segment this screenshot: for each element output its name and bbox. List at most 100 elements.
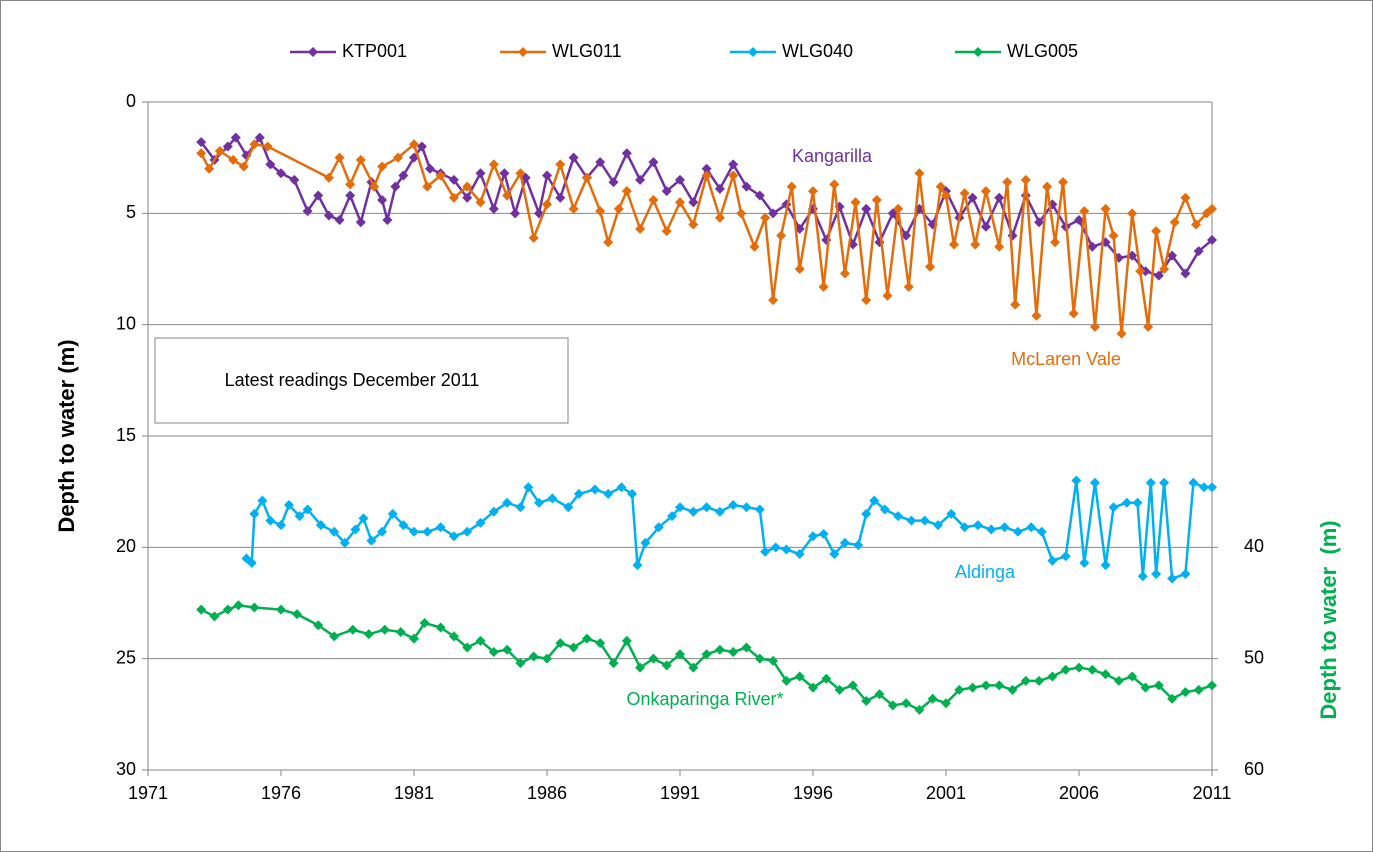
- y-tick-label: 25: [116, 647, 136, 667]
- point-marker: [808, 531, 818, 542]
- point-marker: [887, 700, 898, 711]
- point-marker: [323, 210, 334, 221]
- point-marker: [1193, 246, 1204, 257]
- y-tick-label: 0: [126, 91, 136, 111]
- point-marker: [366, 535, 377, 546]
- point-marker: [377, 161, 388, 172]
- point-marker: [818, 528, 829, 539]
- point-marker: [829, 549, 840, 560]
- point-marker: [972, 520, 983, 531]
- point-marker: [369, 181, 380, 192]
- point-marker: [515, 168, 526, 179]
- point-marker: [595, 638, 606, 649]
- point-marker: [980, 186, 991, 197]
- point-marker: [1193, 684, 1204, 695]
- point-marker: [347, 624, 358, 635]
- point-marker: [515, 502, 526, 513]
- point-marker: [515, 658, 526, 669]
- point-marker: [1159, 264, 1170, 274]
- point-marker: [613, 203, 624, 214]
- point-marker: [345, 179, 356, 190]
- point-marker: [1167, 573, 1178, 584]
- annotation: Kangarilla: [792, 146, 873, 166]
- point-marker: [1068, 308, 1079, 319]
- point-marker: [714, 212, 725, 223]
- point-marker: [409, 526, 419, 537]
- point-marker: [547, 493, 558, 504]
- point-marker: [1034, 675, 1045, 686]
- point-marker: [228, 154, 239, 165]
- point-marker: [959, 188, 970, 199]
- point-marker: [1108, 502, 1119, 513]
- point-marker: [398, 170, 409, 181]
- point-marker: [350, 524, 361, 535]
- point-marker: [839, 537, 850, 548]
- point-marker: [661, 226, 672, 237]
- point-marker: [209, 611, 220, 622]
- y2-tick-label: 60: [1244, 759, 1264, 779]
- point-marker: [1121, 497, 1132, 508]
- point-marker: [475, 168, 486, 179]
- point-marker: [1127, 208, 1138, 219]
- point-marker: [986, 524, 997, 535]
- point-marker: [379, 624, 390, 635]
- point-marker: [635, 223, 646, 234]
- point-marker: [728, 170, 739, 181]
- legend-marker: [973, 47, 983, 57]
- point-marker: [568, 152, 579, 163]
- point-marker: [276, 520, 286, 531]
- point-marker: [861, 295, 872, 306]
- x-tick-label: 2006: [1059, 783, 1099, 803]
- point-marker: [853, 540, 864, 551]
- point-marker: [741, 181, 752, 192]
- point-marker: [1058, 177, 1069, 188]
- note-box: [154, 337, 569, 424]
- point-marker: [1207, 482, 1217, 493]
- point-marker: [377, 526, 388, 537]
- point-marker: [760, 212, 771, 223]
- point-marker: [355, 217, 366, 228]
- point-marker: [967, 682, 978, 693]
- point-marker: [786, 181, 797, 192]
- point-marker: [632, 560, 643, 571]
- point-marker: [510, 208, 521, 219]
- point-marker: [728, 159, 739, 170]
- point-marker: [688, 662, 699, 673]
- point-marker: [249, 139, 260, 150]
- point-marker: [608, 177, 619, 188]
- point-marker: [555, 159, 566, 170]
- point-marker: [850, 197, 861, 208]
- point-marker: [770, 542, 781, 553]
- point-marker: [313, 190, 324, 201]
- x-tick-label: 2001: [926, 783, 966, 803]
- annotation: Onkaparinga River*: [626, 689, 783, 709]
- point-marker: [334, 215, 345, 226]
- point-marker: [1188, 477, 1199, 488]
- point-marker: [422, 181, 433, 192]
- point-marker: [941, 190, 951, 201]
- point-marker: [754, 653, 765, 664]
- point-marker: [1089, 477, 1100, 488]
- point-marker: [265, 515, 276, 526]
- point-marker: [334, 152, 345, 163]
- point-marker: [424, 163, 435, 174]
- point-marker: [688, 197, 699, 208]
- point-marker: [534, 497, 545, 508]
- point-marker: [448, 631, 459, 642]
- point-marker: [675, 174, 685, 185]
- point-marker: [994, 241, 1005, 252]
- point-marker: [377, 194, 388, 205]
- point-marker: [390, 181, 401, 192]
- point-marker: [901, 698, 912, 709]
- point-marker: [329, 526, 340, 537]
- point-marker: [1087, 664, 1098, 675]
- point-marker: [542, 653, 552, 664]
- point-marker: [948, 239, 959, 250]
- point-marker: [555, 192, 566, 203]
- point-marker: [919, 515, 930, 526]
- y2-tick-label: 40: [1244, 536, 1264, 556]
- point-marker: [994, 192, 1005, 203]
- point-marker: [935, 181, 946, 192]
- point-marker: [781, 544, 792, 555]
- point-marker: [861, 695, 872, 706]
